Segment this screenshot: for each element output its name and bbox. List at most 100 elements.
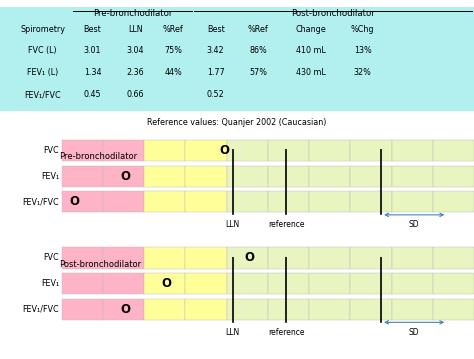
Text: Reference values: Quanjer 2002 (Caucasian): Reference values: Quanjer 2002 (Caucasia…	[147, 118, 327, 127]
Bar	[227, 191, 268, 213]
Bar	[185, 165, 227, 187]
Text: 430 mL: 430 mL	[295, 68, 326, 77]
Text: FEV₁/FVC: FEV₁/FVC	[23, 305, 59, 314]
Text: O: O	[244, 251, 254, 265]
Text: %Ref: %Ref	[248, 25, 269, 34]
Text: FEV₁/FVC: FEV₁/FVC	[24, 90, 61, 99]
Text: FEV₁ (L): FEV₁ (L)	[27, 68, 58, 77]
Bar	[392, 191, 433, 213]
Bar	[268, 247, 309, 269]
Bar	[309, 273, 350, 294]
Bar	[392, 165, 433, 187]
Bar	[227, 273, 268, 294]
Bar	[62, 299, 103, 320]
Text: Best: Best	[83, 25, 101, 34]
Text: O: O	[69, 195, 79, 208]
Bar	[433, 299, 474, 320]
Text: 86%: 86%	[249, 46, 267, 55]
Text: SD: SD	[409, 220, 419, 229]
Text: 3.42: 3.42	[207, 46, 225, 55]
Text: SD: SD	[409, 328, 419, 337]
Text: LLN: LLN	[226, 328, 240, 337]
Text: FVC: FVC	[44, 146, 59, 155]
Bar	[309, 247, 350, 269]
Bar	[309, 140, 350, 161]
Text: 0.52: 0.52	[207, 90, 225, 99]
Text: Spirometry: Spirometry	[20, 25, 65, 34]
Text: 57%: 57%	[249, 68, 267, 77]
Bar	[392, 247, 433, 269]
Bar	[185, 247, 227, 269]
Bar	[433, 165, 474, 187]
Text: 32%: 32%	[354, 68, 372, 77]
Text: O: O	[120, 303, 130, 316]
Bar	[268, 165, 309, 187]
Bar	[185, 299, 227, 320]
Text: FEV₁: FEV₁	[41, 172, 59, 181]
Bar	[103, 273, 144, 294]
Bar	[185, 191, 227, 213]
Text: 75%: 75%	[164, 46, 182, 55]
Bar	[433, 247, 474, 269]
Bar	[392, 273, 433, 294]
Bar	[62, 140, 103, 161]
Bar	[268, 140, 309, 161]
Text: O: O	[120, 169, 130, 183]
Bar	[185, 140, 227, 161]
Bar	[392, 140, 433, 161]
Text: reference: reference	[268, 220, 305, 229]
Text: LLN: LLN	[128, 25, 142, 34]
Text: Change: Change	[295, 25, 326, 34]
Bar	[268, 273, 309, 294]
Text: 0.45: 0.45	[83, 90, 101, 99]
Text: LLN: LLN	[226, 220, 240, 229]
Bar	[185, 273, 227, 294]
Text: 1.34: 1.34	[84, 68, 101, 77]
Bar	[103, 191, 144, 213]
Text: Pre-bronchodilator: Pre-bronchodilator	[93, 9, 173, 18]
Text: reference: reference	[268, 328, 305, 337]
Bar	[227, 140, 268, 161]
Text: FEV₁/FVC: FEV₁/FVC	[23, 197, 59, 206]
Bar	[62, 191, 103, 213]
Bar	[62, 247, 103, 269]
Text: Post-bronchodilator: Post-bronchodilator	[59, 260, 141, 269]
Text: 13%: 13%	[354, 46, 372, 55]
Text: O: O	[219, 144, 229, 157]
Text: 3.01: 3.01	[84, 46, 101, 55]
Text: Post-bronchodilator: Post-bronchodilator	[291, 9, 375, 18]
Bar	[144, 247, 185, 269]
Bar	[227, 165, 268, 187]
Bar	[433, 191, 474, 213]
Bar	[350, 140, 392, 161]
Bar	[433, 140, 474, 161]
Text: FEV₁: FEV₁	[41, 279, 59, 288]
Bar	[103, 140, 144, 161]
Bar	[0, 7, 474, 111]
Text: 410 mL: 410 mL	[295, 46, 326, 55]
Bar	[309, 191, 350, 213]
Bar	[350, 299, 392, 320]
Bar	[144, 165, 185, 187]
Text: 1.77: 1.77	[207, 68, 225, 77]
Text: O: O	[162, 277, 172, 290]
Text: Best: Best	[207, 25, 225, 34]
Bar	[144, 299, 185, 320]
Bar	[103, 247, 144, 269]
Text: %Chg: %Chg	[351, 25, 374, 34]
Bar	[227, 299, 268, 320]
Text: 0.66: 0.66	[127, 90, 144, 99]
Bar	[103, 299, 144, 320]
Text: FVC (L): FVC (L)	[28, 46, 57, 55]
Text: 2.36: 2.36	[126, 68, 144, 77]
Bar	[103, 165, 144, 187]
Text: FVC: FVC	[44, 253, 59, 262]
Bar	[350, 247, 392, 269]
Bar	[350, 273, 392, 294]
Bar	[350, 165, 392, 187]
Bar	[309, 165, 350, 187]
Bar	[268, 299, 309, 320]
Bar	[227, 247, 268, 269]
Bar	[309, 299, 350, 320]
Bar	[268, 191, 309, 213]
